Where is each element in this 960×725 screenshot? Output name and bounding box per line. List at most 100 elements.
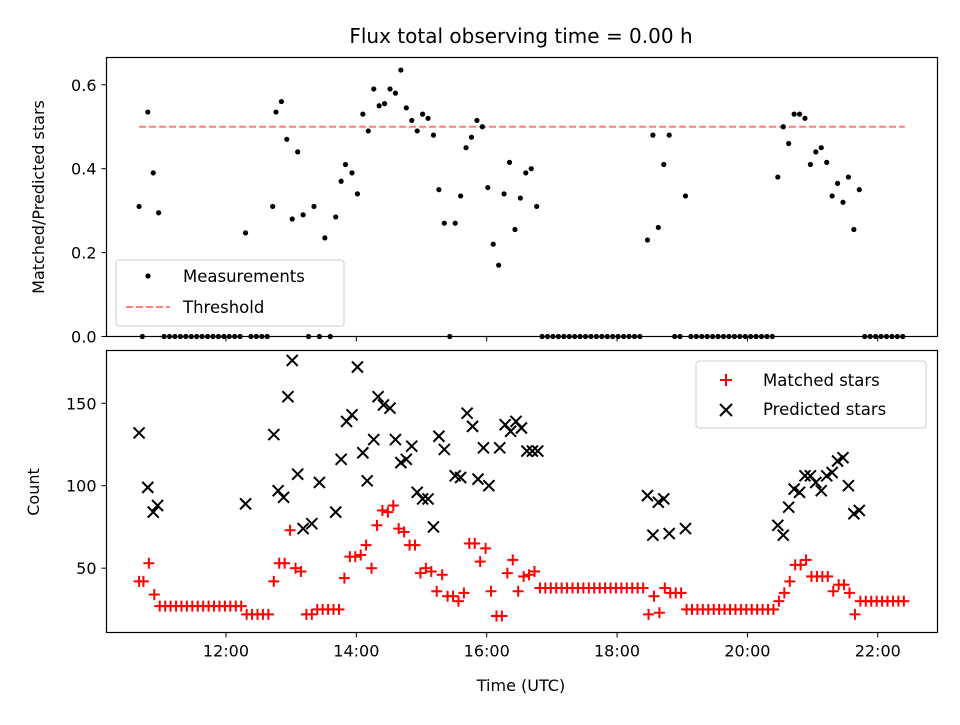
- predicted-stars-point: [438, 443, 451, 456]
- x-tick-label: 16:00: [464, 642, 510, 661]
- x-tick-label: 20:00: [724, 642, 770, 661]
- measurement-point: [425, 115, 431, 121]
- top-y-tick-label: 0.2: [71, 244, 96, 263]
- predicted-stars-point: [646, 528, 660, 542]
- measurement-point: [834, 180, 841, 186]
- matched-stars-point: [366, 562, 378, 574]
- legend-label-matched: Matched stars: [763, 371, 880, 390]
- measurement-point: [813, 149, 819, 155]
- measurement-point: [528, 166, 534, 172]
- measurement-point: [311, 203, 317, 210]
- predicted-stars-point: [286, 354, 299, 367]
- measurement-point: [851, 226, 857, 233]
- matched-stars-point: [425, 565, 437, 577]
- measurement-point: [342, 161, 349, 168]
- matched-stars-point: [360, 539, 372, 551]
- measurement-point: [430, 132, 437, 138]
- measurement-point: [490, 241, 496, 247]
- predicted-stars-point: [371, 390, 385, 403]
- matched-stars-point: [496, 610, 508, 622]
- bottom-y-tick-label: 150: [66, 394, 97, 413]
- predicted-stars-point: [291, 467, 304, 481]
- bottom-y-axis-label: Count: [24, 468, 43, 516]
- measurement-point: [273, 109, 279, 115]
- matched-stars-point: [382, 506, 394, 518]
- matched-stars-point: [512, 585, 524, 597]
- measurement-point: [414, 128, 420, 134]
- measurement-point: [409, 117, 415, 124]
- measurement-point: [295, 149, 301, 155]
- measurement-point: [501, 191, 507, 197]
- measurement-point: [644, 237, 651, 243]
- predicted-stars-point: [777, 528, 790, 542]
- matched-stars-point: [306, 608, 318, 620]
- measurement-point: [650, 132, 656, 138]
- predicted-stars-point: [825, 466, 839, 479]
- top-y-tick-label: 0.0: [71, 328, 96, 347]
- matched-stars-point: [778, 587, 790, 599]
- x-tick-label: 12:00: [203, 642, 249, 661]
- predicted-stars-point: [679, 522, 692, 535]
- chart-title: Flux total observing time = 0.00 h: [349, 24, 692, 48]
- measurement-point: [780, 124, 786, 130]
- predicted-stars-point: [482, 479, 496, 492]
- measurement-point: [441, 220, 447, 226]
- matched-stars-point: [447, 590, 459, 602]
- measurement-point: [349, 170, 355, 176]
- measurement-point: [824, 159, 830, 165]
- measurement-point: [392, 90, 399, 96]
- measurement-point: [371, 86, 377, 92]
- matched-stars-point: [409, 539, 421, 551]
- matched-stars-point: [528, 565, 540, 577]
- predicted-stars-point: [842, 479, 855, 492]
- matched-stars-point: [849, 608, 861, 620]
- measurement-point: [474, 117, 480, 124]
- bottom-legend: Matched stars Predicted stars: [695, 360, 927, 429]
- predicted-stars-point: [782, 500, 795, 514]
- matched-stars-point: [387, 500, 399, 512]
- matched-stars-point: [143, 557, 155, 569]
- matched-stars-point: [137, 575, 149, 587]
- measurement-point: [289, 216, 295, 222]
- measurement-point: [796, 111, 803, 117]
- predicted-stars-point: [815, 484, 828, 497]
- top-legend-box: [115, 259, 345, 327]
- matched-stars-point: [355, 549, 367, 561]
- predicted-stars-point: [345, 408, 359, 422]
- measurement-point: [136, 203, 142, 210]
- measurement-point: [322, 235, 328, 241]
- measurement-point: [506, 159, 513, 165]
- top-chart-panel: 0.0 0.2 0.4 0.6 Matched/Predicted stars Mea…: [29, 56, 939, 347]
- top-y-tick-label: 0.4: [71, 160, 96, 179]
- predicted-stars-point: [427, 520, 440, 534]
- measurement-point: [845, 174, 852, 180]
- predicted-stars-point: [493, 441, 506, 455]
- measurement-point: [436, 187, 442, 193]
- measurement-point: [278, 98, 284, 105]
- measurement-point: [485, 184, 491, 191]
- matched-stars-point: [474, 556, 486, 568]
- predicted-stars-point: [360, 474, 374, 487]
- measurement-point: [856, 187, 862, 193]
- measurement-point: [338, 178, 344, 184]
- matched-stars-point: [469, 537, 481, 549]
- top-axes-frame: [105, 56, 939, 338]
- matched-stars-point: [795, 559, 807, 571]
- measurement-point: [829, 193, 835, 199]
- predicted-stars-point: [147, 505, 160, 519]
- measurement-point: [523, 170, 529, 176]
- measurement-point: [786, 140, 792, 147]
- matched-stars-point: [376, 504, 388, 516]
- measurement-point: [802, 115, 808, 121]
- measurement-point: [420, 111, 426, 117]
- measurement-point: [376, 103, 382, 109]
- predicted-stars-point: [809, 476, 823, 489]
- matched-stars-point: [675, 587, 687, 599]
- matched-stars-point: [414, 567, 426, 579]
- matched-stars-point: [295, 565, 307, 577]
- measurement-point: [791, 111, 797, 117]
- measurement-point: [479, 124, 485, 130]
- matched-stars-point: [844, 587, 856, 599]
- predicted-stars-point: [460, 406, 474, 420]
